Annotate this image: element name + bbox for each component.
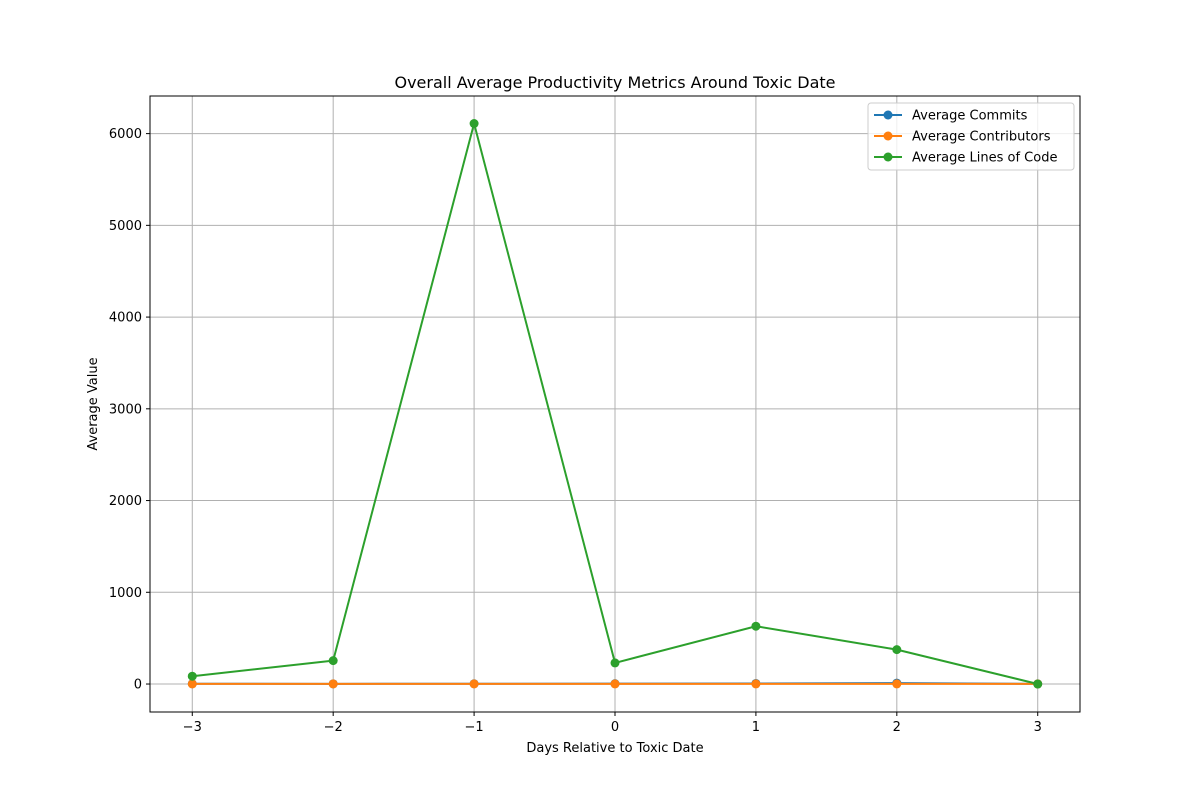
x-tick-label: 3 bbox=[1034, 720, 1042, 735]
legend: Average Commits Average Contributors Avera… bbox=[867, 102, 1075, 171]
data-point bbox=[469, 119, 479, 129]
x-tick-label: −2 bbox=[324, 720, 343, 735]
data-point bbox=[187, 671, 197, 681]
y-tick-label: 3000 bbox=[109, 402, 142, 417]
data-point bbox=[610, 679, 620, 689]
x-tick-label: −1 bbox=[465, 720, 484, 735]
data-point bbox=[187, 679, 197, 689]
legend-marker bbox=[883, 131, 893, 141]
data-point bbox=[469, 679, 479, 689]
chart-title: Overall Average Productivity Metrics Aro… bbox=[394, 73, 835, 92]
x-tick-label: −3 bbox=[183, 720, 202, 735]
data-point bbox=[328, 656, 338, 666]
axis-ticks: −3 −2 −1 0 1 2 3 0 1000 2000 3000 4000 5000 6000 bbox=[109, 127, 1042, 735]
x-tick-label: 1 bbox=[752, 720, 760, 735]
y-tick-label: 5000 bbox=[109, 219, 142, 234]
y-tick-label: 2000 bbox=[109, 494, 142, 509]
x-tick-label: 2 bbox=[893, 720, 901, 735]
x-axis-label: Days Relative to Toxic Date bbox=[526, 741, 703, 756]
y-tick-label: 1000 bbox=[109, 586, 142, 601]
legend-label: Average Contributors bbox=[912, 130, 1051, 145]
legend-label: Average Commits bbox=[912, 109, 1028, 124]
series-2 bbox=[187, 119, 1043, 689]
data-point bbox=[751, 621, 761, 631]
y-axis-label: Average Value bbox=[86, 357, 101, 450]
data-point bbox=[610, 658, 620, 668]
data-point bbox=[328, 679, 338, 689]
x-tick-label: 0 bbox=[611, 720, 619, 735]
y-tick-label: 0 bbox=[134, 678, 142, 693]
data-point bbox=[751, 679, 761, 689]
legend-marker bbox=[883, 110, 893, 120]
y-tick-label: 4000 bbox=[109, 311, 142, 326]
y-tick-label: 6000 bbox=[109, 127, 142, 142]
legend-box bbox=[867, 102, 1075, 171]
data-point bbox=[1033, 679, 1043, 689]
data-point bbox=[892, 645, 902, 655]
legend-label: Average Lines of Code bbox=[912, 151, 1057, 166]
series-layer bbox=[187, 119, 1043, 689]
data-point bbox=[892, 679, 902, 689]
legend-marker bbox=[883, 152, 893, 162]
